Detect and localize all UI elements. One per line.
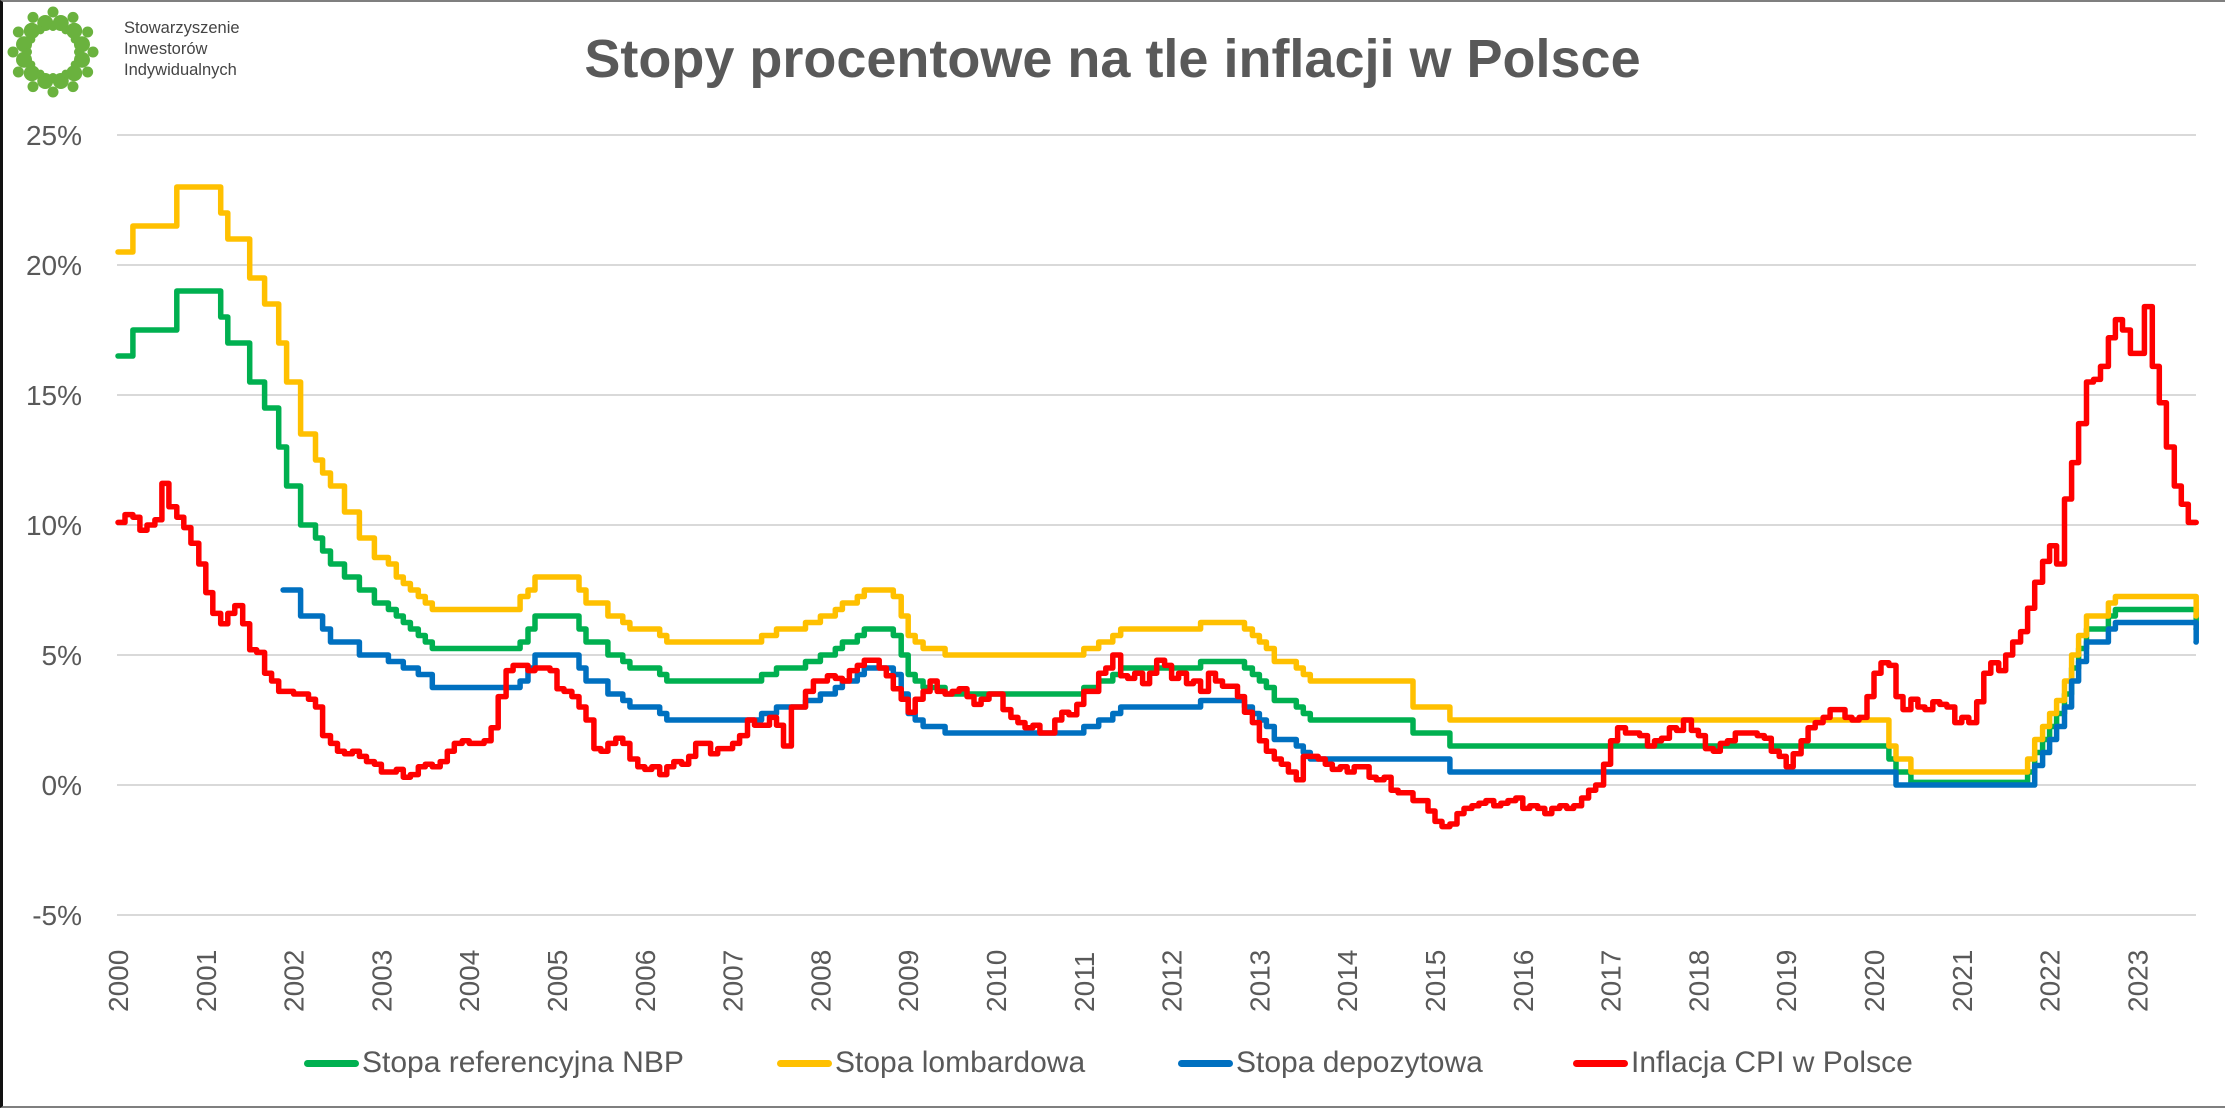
legend-item-cpi-inflation[interactable]: Inflacja CPI w Polsce: [1573, 1044, 1913, 1082]
legend-label: Stopa referencyjna NBP: [362, 1046, 684, 1079]
y-tick-label: 20%: [26, 250, 82, 281]
logo-dot: [49, 23, 57, 31]
x-tick-label: 2018: [1683, 950, 1714, 1012]
chart-title: Stopy procentowe na tle inflacji w Polsc…: [584, 29, 1641, 89]
logo-dot: [36, 26, 45, 35]
logo-dot: [82, 26, 94, 38]
x-tick-label: 2015: [1420, 950, 1451, 1012]
logo-dot: [47, 6, 59, 18]
x-tick-label: 2008: [805, 950, 836, 1012]
organization-name-line: Inwestorów: [124, 40, 208, 58]
x-tick-label: 2000: [103, 950, 134, 1012]
logo-dot: [23, 22, 40, 39]
organization-name-line: Stowarzyszenie: [124, 19, 240, 37]
y-tick-label: 10%: [26, 510, 82, 541]
logo-dot: [24, 48, 32, 56]
logo-dot: [27, 35, 36, 44]
x-tick-label: 2002: [279, 950, 310, 1012]
logo-dot: [12, 26, 24, 38]
legend-label: Stopa lombardowa: [835, 1046, 1086, 1079]
logo-dot: [70, 60, 79, 69]
logo-dot: [67, 11, 79, 23]
x-tick-label: 2017: [1596, 950, 1627, 1012]
legend-item-deposit-rate[interactable]: Stopa depozytowa: [1178, 1044, 1483, 1082]
logo-dot: [82, 66, 94, 78]
logo-dot: [23, 65, 40, 82]
x-tick-label: 2019: [1771, 950, 1802, 1012]
y-tick-label: 25%: [26, 120, 82, 151]
x-tick-label: 2009: [893, 950, 924, 1012]
x-tick-label: 2006: [630, 950, 661, 1012]
organization-name-line: Indywidualnych: [124, 61, 237, 79]
legend: Stopa referencyjna NBP Stopa lombardowa …: [0, 1044, 2225, 1082]
dotted-ring-logo-icon: [7, 6, 99, 98]
logo-dot: [70, 35, 79, 44]
legend-swatch: [304, 1059, 359, 1067]
x-tick-label: 2014: [1332, 950, 1363, 1012]
y-tick-label: -5%: [32, 900, 82, 931]
logo-dot: [27, 81, 39, 93]
logo-dot: [7, 46, 19, 58]
x-tick-label: 2016: [1508, 950, 1539, 1012]
organization-name: Stowarzyszenie Inwestorów Indywidualnych: [124, 18, 240, 81]
logo-dot: [12, 66, 24, 78]
logo-dot: [61, 26, 70, 35]
x-tick-label: 2010: [981, 950, 1012, 1012]
y-tick-label: 5%: [42, 640, 82, 671]
legend-item-reference-rate[interactable]: Stopa referencyjna NBP: [304, 1044, 684, 1082]
x-tick-label: 2022: [2035, 950, 2066, 1012]
legend-item-lombard-rate[interactable]: Stopa lombardowa: [777, 1044, 1085, 1082]
x-tick-label: 2005: [542, 950, 573, 1012]
logo-dot: [49, 73, 57, 81]
logo-dot: [27, 11, 39, 23]
x-tick-label: 2004: [454, 950, 485, 1012]
legend-swatch: [1573, 1059, 1628, 1067]
x-tick-label: 2012: [1157, 950, 1188, 1012]
x-tick-label: 2013: [1244, 950, 1275, 1012]
legend-swatch: [777, 1059, 832, 1067]
y-tick-label: 0%: [42, 770, 82, 801]
x-axis-ticks: 2000 2001 2002 2003 2004 2005 2006 2007 2008 2009…: [103, 950, 2153, 1012]
y-axis-ticks: 25% 20% 15% 10% 5% 0% -5%: [26, 120, 82, 931]
x-tick-label: 2020: [1859, 950, 1890, 1012]
logo-dot: [36, 69, 45, 78]
x-tick-label: 2003: [366, 950, 397, 1012]
legend-label: Stopa depozytowa: [1236, 1046, 1483, 1079]
series-line-0: [115, 288, 2199, 786]
x-tick-label: 2007: [718, 950, 749, 1012]
logo-dot: [61, 69, 70, 78]
series-line-1: [115, 184, 2199, 775]
series-lines: [115, 184, 2199, 830]
logo-dot: [27, 60, 36, 69]
logo-dot: [67, 81, 79, 93]
y-tick-label: 15%: [26, 380, 82, 411]
logo-dot: [66, 65, 83, 82]
logo-dot: [47, 86, 59, 98]
x-tick-label: 2023: [2122, 950, 2153, 1012]
x-tick-label: 2011: [1069, 952, 1100, 1012]
x-tick-label: 2021: [1947, 950, 1978, 1012]
logo-dot: [66, 22, 83, 39]
series-line-3: [115, 303, 2199, 830]
x-tick-label: 2001: [191, 950, 222, 1012]
gridlines: [117, 134, 2196, 916]
legend-swatch: [1178, 1059, 1233, 1067]
legend-label: Inflacja CPI w Polsce: [1631, 1046, 1913, 1079]
logo-dot: [87, 46, 99, 58]
